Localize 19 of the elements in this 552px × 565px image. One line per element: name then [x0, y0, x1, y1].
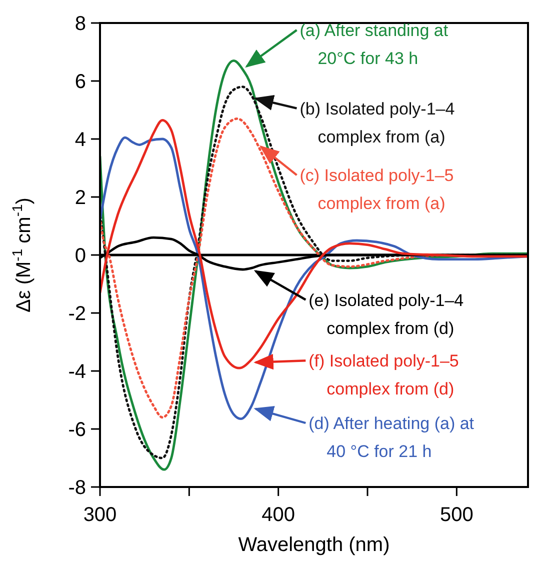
y-tick-label: 0 — [74, 245, 86, 267]
series-label: (c) Isolated poly-1–5 complex from (a) — [300, 166, 454, 214]
y-tick-label: -4 — [68, 361, 86, 383]
x-tick-label: 300 — [83, 504, 117, 526]
legend-label: (f) Isolated poly-1–5 complex from (d) — [308, 352, 459, 399]
y-tick-label: -6 — [68, 419, 86, 441]
legend-label: (b) Isolated poly-1–4 complex from (a) — [300, 99, 455, 146]
y-tick-label: 4 — [74, 129, 86, 151]
y-tick-label: 8 — [74, 13, 86, 35]
y-tick-label: -8 — [68, 477, 86, 499]
x-axis-title: Wavelength (nm) — [238, 534, 390, 556]
y-tick-label: 6 — [74, 71, 86, 93]
series-label: (e) Isolated poly-1–4 complex from (d) — [308, 290, 464, 338]
y-tick-label: -2 — [68, 303, 86, 325]
x-tick-label: 500 — [440, 504, 474, 526]
x-tick-label: 400 — [262, 504, 296, 526]
legend-label: (a) After standing at 20°C for 43 h — [300, 21, 448, 68]
y-tick-label: 2 — [74, 187, 86, 209]
legend-label: (d) After heating (a) at 40 °C for 21 h — [308, 414, 474, 461]
